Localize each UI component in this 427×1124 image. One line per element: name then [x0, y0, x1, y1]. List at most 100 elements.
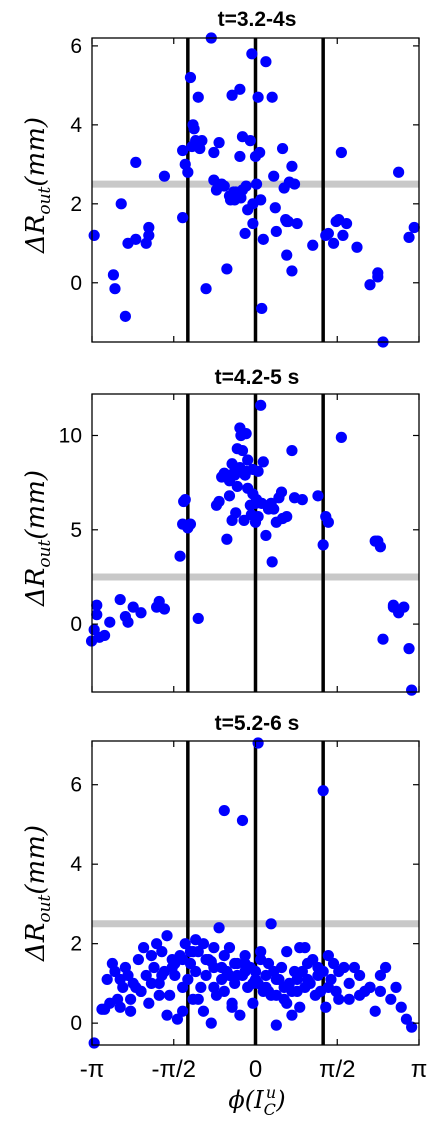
data-point	[200, 969, 212, 982]
data-point	[262, 957, 275, 970]
data-point	[192, 612, 204, 625]
data-point	[98, 629, 111, 642]
data-point	[153, 989, 165, 1001]
data-point	[161, 930, 173, 942]
data-point	[269, 202, 281, 214]
data-point	[124, 1005, 137, 1017]
data-point	[257, 456, 269, 468]
data-point	[395, 1001, 407, 1013]
data-point	[398, 601, 410, 613]
data-point	[317, 539, 329, 551]
y-tick-label: 2	[70, 933, 82, 956]
data-point	[247, 997, 259, 1009]
data-point	[393, 166, 405, 178]
y-tick-label: 5	[70, 519, 82, 542]
data-point	[197, 1005, 210, 1017]
data-point	[216, 961, 228, 974]
data-point	[403, 231, 415, 243]
y-tick-label: 2	[70, 193, 82, 216]
data-point	[239, 957, 251, 970]
data-point	[208, 942, 220, 954]
data-point	[240, 180, 252, 192]
data-point	[109, 965, 121, 978]
data-point	[296, 965, 308, 978]
data-point	[143, 997, 155, 1009]
data-point	[208, 146, 220, 159]
data-point	[374, 541, 387, 553]
data-point	[281, 249, 293, 261]
data-point	[88, 1037, 100, 1049]
x-tick-label: -π	[80, 1056, 105, 1083]
data-point	[406, 1021, 418, 1033]
data-point	[246, 48, 258, 60]
data-point	[179, 938, 191, 950]
panel-2-y-axis-label: ΔRout(mm)	[21, 470, 55, 607]
data-point	[374, 985, 387, 997]
data-point	[372, 267, 384, 279]
data-point	[333, 993, 345, 1005]
data-point	[156, 946, 168, 958]
x-tick-label: -π/2	[151, 1056, 196, 1083]
data-point	[148, 961, 160, 974]
scatter-panel-2: 0 5 10 t=4.2-5 s ΔRout(mm)	[21, 366, 420, 696]
data-point	[286, 1009, 298, 1021]
data-point	[320, 1001, 332, 1013]
data-point	[177, 1005, 189, 1017]
data-point	[195, 981, 207, 993]
data-point	[158, 603, 171, 615]
data-point	[196, 135, 208, 147]
data-point	[250, 178, 263, 190]
panel-3-x-axis-label: ϕ(ICu)	[228, 1083, 285, 1119]
data-point	[301, 973, 314, 986]
data-point	[236, 444, 249, 457]
scatter-panel-1: 0 2 4 6 t=3.2-4s ΔRout(mm)	[21, 8, 420, 348]
data-point	[353, 989, 366, 1001]
data-point	[88, 229, 100, 242]
data-point	[312, 490, 324, 502]
data-point	[322, 516, 334, 528]
data-point	[364, 279, 376, 291]
data-point	[252, 91, 264, 103]
data-point	[276, 142, 289, 155]
data-point	[218, 804, 230, 817]
data-point	[374, 969, 387, 982]
data-point	[268, 503, 280, 515]
data-point	[390, 981, 402, 993]
data-point	[213, 922, 225, 934]
data-point	[218, 180, 230, 192]
data-point	[231, 969, 243, 982]
data-point	[307, 953, 319, 966]
data-point	[325, 973, 337, 986]
data-point	[184, 518, 197, 530]
data-point	[177, 212, 189, 224]
data-point	[114, 1001, 126, 1013]
y-tick-label: 6	[70, 774, 82, 797]
data-point	[260, 56, 272, 68]
data-point	[377, 633, 389, 645]
data-point	[255, 946, 267, 958]
svg-text:ΔRout(mm): ΔRout(mm)	[21, 825, 55, 962]
data-point	[145, 949, 158, 962]
data-point	[236, 814, 249, 827]
data-point	[177, 144, 189, 157]
data-point	[130, 156, 142, 168]
data-point	[200, 283, 212, 295]
x-tick-label: π	[411, 1056, 427, 1083]
data-point	[254, 146, 266, 159]
data-point	[282, 215, 294, 228]
data-point	[270, 973, 282, 986]
data-point	[252, 510, 264, 523]
data-point	[260, 529, 272, 542]
data-point	[252, 737, 264, 749]
data-point	[335, 146, 347, 159]
data-point	[406, 684, 418, 696]
data-point	[91, 599, 103, 611]
data-point	[226, 997, 238, 1009]
data-point	[122, 969, 134, 982]
y-tick-label: 0	[70, 272, 82, 295]
data-point	[117, 981, 129, 993]
data-point	[247, 977, 259, 990]
data-point	[252, 465, 264, 477]
data-point	[104, 616, 116, 628]
